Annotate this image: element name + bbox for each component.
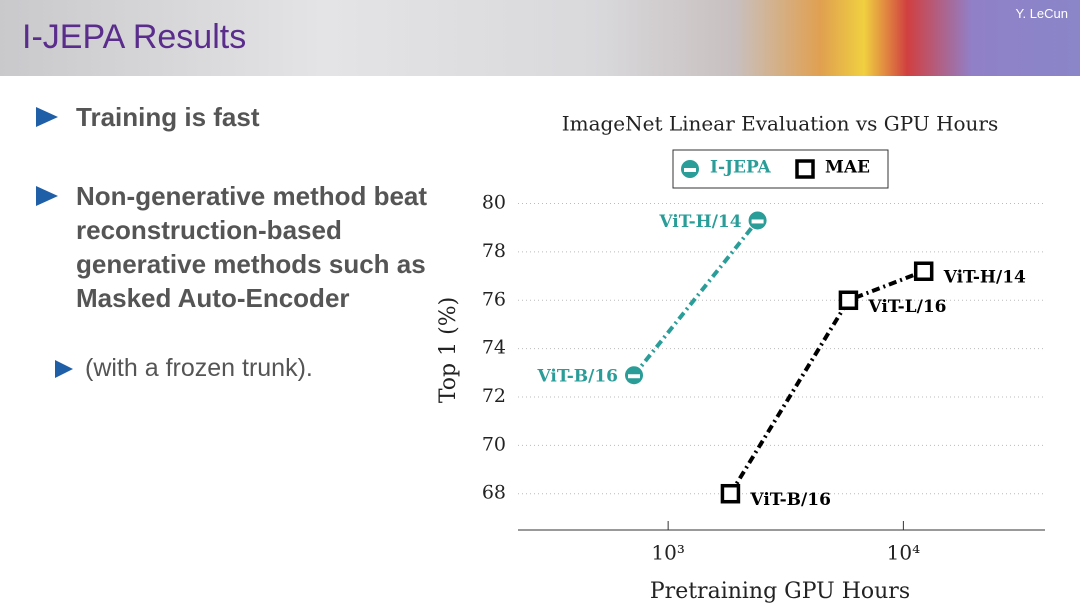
y-tick-label: 80 [482,192,506,214]
y-tick-label: 74 [482,337,506,359]
point-label: ViT-H/14 [658,212,741,232]
point-label: ViT-B/16 [749,490,830,510]
legend-label: I-JEPA [710,158,772,178]
point-label: ViT-B/16 [537,367,618,387]
sub-bullet: (with a frozen trunk). [55,354,313,383]
x-tick-label: 10⁴ [887,541,920,565]
series-line [632,219,760,377]
y-axis-label: Top 1 (%) [436,297,461,403]
point [748,211,767,230]
y-tick-label: 76 [482,288,506,310]
bullet: Non-generative method beat reconstructio… [36,179,466,315]
x-tick-label: 10³ [651,541,684,565]
header-band [0,0,1080,76]
point [913,261,934,281]
point [838,290,859,311]
marker-band [751,219,764,224]
y-tick-label: 70 [482,433,506,455]
legend-marker [681,160,699,178]
chart-title: ImageNet Linear Evaluation vs GPU Hours [562,112,999,136]
point [720,483,741,504]
marker-band [684,168,696,172]
point [625,366,644,385]
point-label: ViT-H/14 [943,268,1026,288]
slide-title: I-JEPA Results [22,18,247,56]
legend-box [672,149,889,189]
series-line [728,269,925,495]
legend-label: MAE [825,158,870,178]
y-tick-label: 78 [482,240,506,262]
legend-marker [795,159,815,179]
bullet: Training is fast [36,100,466,134]
y-tick-label: 68 [482,482,506,504]
author: Y. LeCun [1015,6,1068,21]
marker-band [628,374,641,379]
y-tick-label: 72 [482,385,506,407]
point-label: ViT-L/16 [867,297,946,317]
x-axis-label: Pretraining GPU Hours [650,579,910,604]
